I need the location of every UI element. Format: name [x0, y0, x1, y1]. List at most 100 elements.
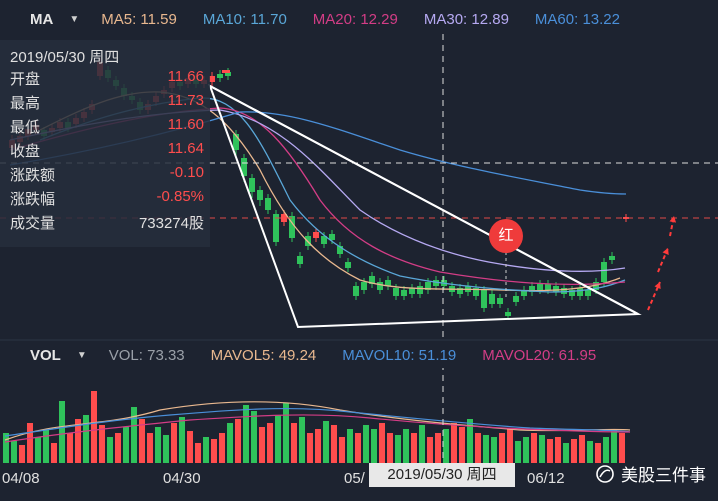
- trend-line: [209, 85, 639, 315]
- volume-bar: [371, 429, 377, 463]
- volume-bar: [539, 435, 545, 463]
- volume-bar: [387, 433, 393, 463]
- volume-bar: [147, 433, 153, 463]
- volume-bar: [547, 439, 553, 463]
- candle-body: [585, 290, 591, 296]
- ohlc-row: 最高 11.73: [10, 92, 204, 113]
- ohlc-label: 开盘: [10, 71, 41, 88]
- volume-bar: [363, 425, 369, 463]
- volume-bar: [59, 401, 65, 463]
- candle-body: [289, 216, 295, 238]
- ohlc-value: 11.64: [167, 140, 204, 157]
- candle-body: [377, 282, 383, 290]
- volume-bar: [571, 439, 577, 463]
- volume-bar: [611, 429, 617, 463]
- volume-bar: [587, 441, 593, 463]
- vol-legend: VOL ▼ VOL: 73.33 MAVOL5: 49.24 MAVOL10: 51…: [0, 342, 718, 368]
- red-arrow-head: [669, 216, 677, 223]
- x-axis-label: 05/: [344, 470, 365, 487]
- candle-body: [249, 178, 255, 192]
- volume-bar: [459, 427, 465, 463]
- volume-bar: [115, 433, 121, 463]
- volume-bar: [243, 405, 249, 463]
- candle-body: [265, 198, 271, 210]
- volume-bar: [107, 437, 113, 463]
- candle-body: [297, 256, 303, 264]
- volume-bar: [419, 425, 425, 463]
- ohlc-info-panel: 2019/05/30 周四 开盘 11.66 最高 11.73 最低 11.60 收盘 11.…: [0, 40, 210, 247]
- volume-bar: [379, 423, 385, 463]
- candle-body: [577, 288, 583, 296]
- indicator-selector-vol[interactable]: VOL: [30, 346, 61, 364]
- indicator-selector-ma[interactable]: MA: [30, 10, 54, 28]
- volume-bar: [355, 433, 361, 463]
- candle-body: [513, 296, 519, 302]
- volume-bar: [531, 433, 537, 463]
- volume-bar: [499, 433, 505, 463]
- ohlc-label: 成交量: [10, 215, 56, 232]
- ohlc-row: 涨跌额 -0.10: [10, 164, 204, 185]
- ohlc-value: 733274股: [138, 215, 204, 232]
- volume-bar: [155, 427, 161, 463]
- candle-body: [401, 290, 407, 296]
- ohlc-row: 成交量 733274股: [10, 212, 204, 233]
- logo-icon: [596, 464, 614, 483]
- ohlc-value: 11.73: [167, 92, 204, 109]
- candle-body: [345, 262, 351, 268]
- volume-bar: [219, 433, 225, 463]
- volume-bar: [555, 437, 561, 463]
- chevron-down-icon[interactable]: ▼: [76, 349, 87, 361]
- vol-legend-item: MAVOL5: 49.24: [210, 346, 317, 364]
- volume-bar: [259, 427, 265, 463]
- volume-bar: [523, 437, 529, 463]
- volume-bar: [27, 423, 33, 463]
- candle-body: [329, 234, 335, 240]
- red-arrow-head: [662, 248, 669, 255]
- candle-body: [257, 190, 263, 200]
- vol-legend-item: MAVOL10: 51.19: [342, 346, 457, 364]
- candle-body: [425, 282, 431, 290]
- candle-body: [217, 74, 223, 78]
- volume-bar: [67, 433, 73, 463]
- volume-bar: [171, 423, 177, 463]
- candle-body: [241, 158, 247, 176]
- volume-bar: [43, 429, 49, 463]
- candle-body: [273, 214, 279, 242]
- volume-bar: [163, 435, 169, 463]
- volume-bar: [323, 421, 329, 463]
- ma-legend-item: MA30: 12.89: [423, 10, 509, 28]
- ohlc-label: 收盘: [10, 143, 41, 160]
- volume-bar: [563, 443, 569, 463]
- volume-bar: [211, 439, 217, 463]
- candle-body: [473, 288, 479, 296]
- red-arrow-head: [654, 282, 661, 289]
- ma-legend-item: MA5: 11.59: [101, 10, 177, 28]
- vol-legend-item: VOL: 73.33: [108, 346, 185, 364]
- volume-bar: [395, 435, 401, 463]
- candle-body: [609, 256, 615, 260]
- volume-bar: [275, 415, 281, 463]
- candle-body: [225, 72, 231, 76]
- candle-body: [409, 288, 415, 294]
- candle-body: [497, 298, 503, 304]
- volume-bar: [451, 423, 457, 463]
- volume-bar: [139, 419, 145, 463]
- volume-bar: [195, 443, 201, 463]
- chevron-down-icon[interactable]: ▼: [69, 13, 80, 25]
- volume-bar: [227, 423, 233, 463]
- crosshair-date-tooltip: 2019/05/30 周四: [369, 463, 515, 487]
- volume-bar: [475, 433, 481, 463]
- volume-bar: [11, 441, 17, 463]
- volume-bar: [19, 445, 25, 463]
- volume-bar: [235, 419, 241, 463]
- ohlc-row: 开盘 11.66: [10, 68, 204, 89]
- volume-bar: [299, 417, 305, 463]
- volume-bar: [467, 419, 473, 463]
- ohlc-date: 2019/05/30 周四: [10, 49, 120, 66]
- ohlc-row: 最低 11.60: [10, 116, 204, 137]
- volume-bar: [619, 433, 625, 463]
- volume-bar: [283, 403, 289, 463]
- ohlc-label: 最高: [10, 95, 41, 112]
